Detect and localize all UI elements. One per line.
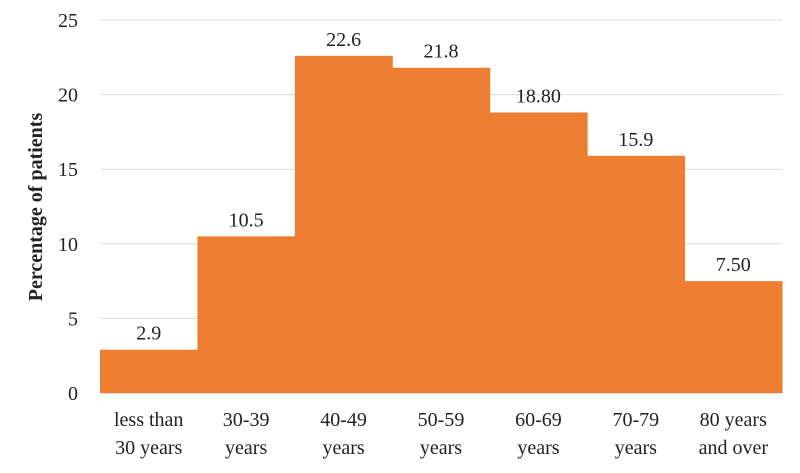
data-label: 18.80 <box>516 86 561 108</box>
y-tick-label: 0 <box>68 383 78 405</box>
data-label: 21.8 <box>424 41 459 63</box>
x-tick-label: 30-39 years <box>223 409 270 459</box>
data-label: 7.50 <box>716 254 751 276</box>
x-tick-label: 80 years and over <box>699 409 769 459</box>
x-axis-ticks: less than 30 years 30-39 years 40-49 years 50-… <box>114 409 768 459</box>
bar <box>489 112 588 393</box>
data-label: 2.9 <box>136 323 161 345</box>
x-tick-label: 60-69 years <box>515 409 562 459</box>
y-tick-label: 25 <box>58 10 78 32</box>
bar <box>197 236 296 393</box>
bar <box>294 55 393 394</box>
data-labels: 2.9 10.5 22.6 21.8 18.80 15.9 7.50 <box>136 29 751 345</box>
y-tick-label: 5 <box>68 308 78 330</box>
bars <box>100 55 783 394</box>
y-tick-label: 10 <box>58 234 78 256</box>
y-axis-ticks: 0 5 10 15 20 25 <box>58 10 78 405</box>
bar <box>392 67 491 393</box>
y-tick-label: 15 <box>58 159 78 181</box>
data-label: 10.5 <box>229 209 264 231</box>
x-tick-label: 50-59 years <box>418 409 465 459</box>
bar <box>100 349 198 393</box>
bar <box>684 281 783 393</box>
bar <box>587 155 686 393</box>
x-tick-label: less than 30 years <box>114 409 183 459</box>
data-label: 22.6 <box>326 29 361 51</box>
x-tick-label: 40-49 years <box>320 409 367 459</box>
y-tick-label: 20 <box>58 85 78 107</box>
data-label: 15.9 <box>618 129 653 151</box>
y-axis-title: Percentage of patients <box>25 113 47 302</box>
x-tick-label: 70-79 years <box>613 409 660 459</box>
